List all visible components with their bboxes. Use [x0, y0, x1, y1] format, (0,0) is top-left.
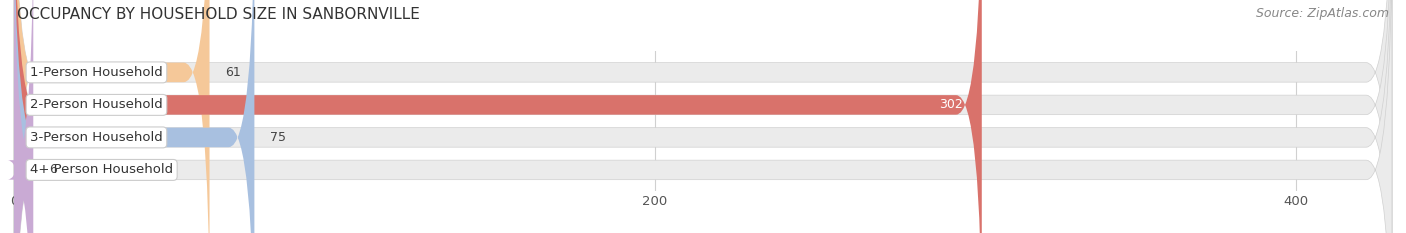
Text: OCCUPANCY BY HOUSEHOLD SIZE IN SANBORNVILLE: OCCUPANCY BY HOUSEHOLD SIZE IN SANBORNVI… — [17, 7, 420, 22]
FancyBboxPatch shape — [14, 0, 1392, 233]
Text: 2-Person Household: 2-Person Household — [30, 98, 163, 111]
FancyBboxPatch shape — [14, 0, 1392, 233]
Text: 6: 6 — [49, 163, 58, 176]
Text: 1-Person Household: 1-Person Household — [30, 66, 163, 79]
FancyBboxPatch shape — [14, 0, 1392, 233]
Text: 61: 61 — [225, 66, 242, 79]
FancyBboxPatch shape — [14, 0, 981, 233]
Text: Source: ZipAtlas.com: Source: ZipAtlas.com — [1256, 7, 1389, 20]
FancyBboxPatch shape — [14, 0, 1392, 233]
Text: 3-Person Household: 3-Person Household — [30, 131, 163, 144]
FancyBboxPatch shape — [7, 0, 39, 233]
Text: 4+ Person Household: 4+ Person Household — [30, 163, 173, 176]
Text: 75: 75 — [270, 131, 287, 144]
FancyBboxPatch shape — [14, 0, 209, 233]
Text: 302: 302 — [939, 98, 963, 111]
FancyBboxPatch shape — [14, 0, 254, 233]
